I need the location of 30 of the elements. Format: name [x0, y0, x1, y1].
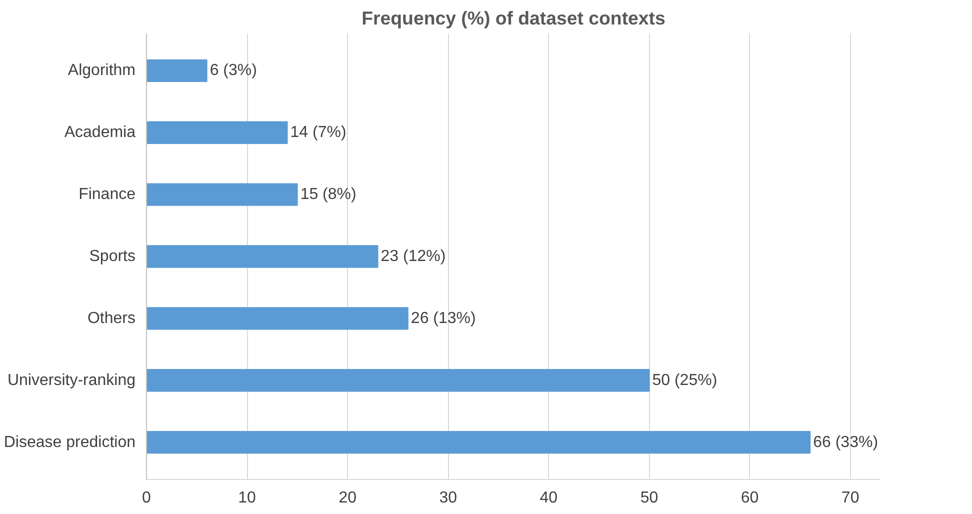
x-tick-label: 20 [338, 490, 357, 506]
data-label: 66 (33%) [813, 434, 878, 451]
y-tick-label: University-ranking [7, 372, 136, 389]
y-tick-label: Academia [64, 124, 136, 142]
data-label: 14 (7%) [290, 124, 346, 142]
bar [146, 121, 288, 144]
bar [146, 307, 408, 330]
x-tick-label: 70 [841, 490, 860, 506]
x-tick-label: 60 [740, 490, 759, 506]
data-label: 6 (3%) [210, 62, 257, 80]
bar [146, 430, 811, 454]
y-tick-label: Others [87, 310, 136, 327]
x-tick-label: 30 [439, 490, 458, 506]
data-label: 26 (13%) [410, 310, 476, 327]
bar [146, 369, 650, 392]
data-label: 50 (25%) [652, 372, 718, 389]
bar [146, 59, 208, 82]
bar [146, 183, 298, 206]
data-label: 23 (12%) [380, 248, 446, 265]
y-tick-label: Algorithm [68, 62, 136, 80]
y-tick-label: Sports [89, 248, 136, 265]
y-tick-label: Finance [78, 186, 136, 204]
x-tick-label: 50 [640, 490, 658, 506]
data-label: 15 (8%) [300, 186, 356, 204]
chart-title: Frequency (%) of dataset contexts [362, 8, 666, 28]
y-tick-label: Disease prediction [4, 434, 136, 451]
x-tick-label: 0 [142, 490, 152, 506]
bar [146, 245, 378, 268]
x-tick-label: 40 [540, 490, 558, 506]
x-tick-label: 10 [238, 490, 256, 506]
